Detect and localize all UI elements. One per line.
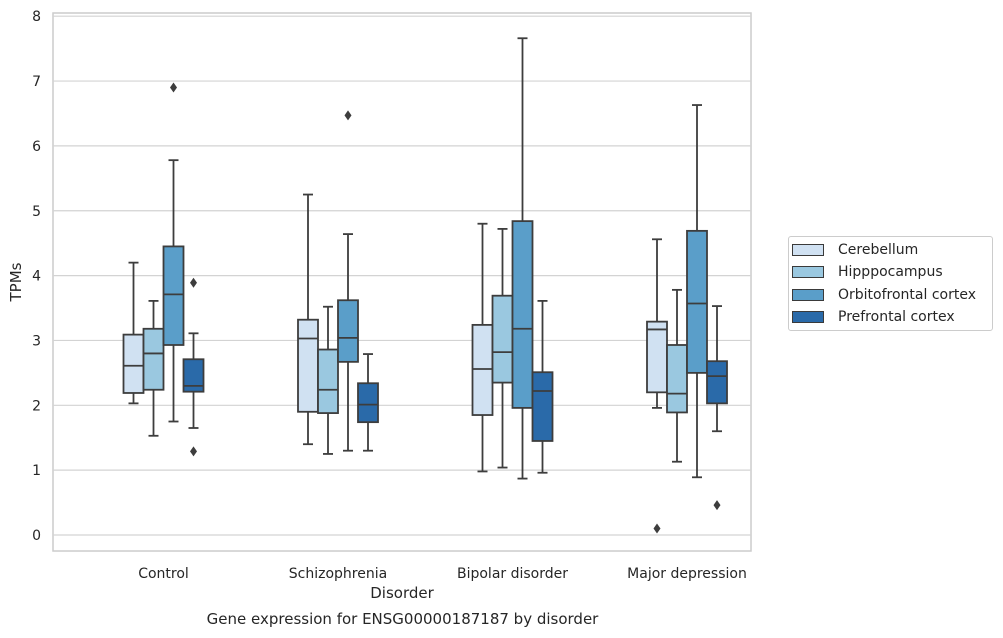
box-iqr (511, 220, 534, 409)
tick-labels: 0 1 2 3 4 5 6 7 8 Control Schizophrenia Bipolar dis… (32, 9, 747, 582)
box-prefrontal-cortex-0 (182, 277, 205, 457)
box-iqr (122, 333, 145, 394)
outlier-point-0 (713, 500, 721, 511)
y-tick-label-4: 4 (32, 269, 41, 285)
box-cerebellum-1 (297, 193, 319, 446)
box-iqr (491, 294, 514, 384)
x-axis-label: Disorder (370, 584, 434, 602)
box-iqr (531, 371, 554, 442)
legend-label-orbitofrontal-cortex: Orbitofrontal cortex (838, 287, 976, 303)
legend-label-hipppocampus: Hipppocampus (838, 264, 943, 280)
box-iqr (337, 299, 359, 363)
legend-item-orbitofrontal-cortex: Orbitofrontal cortex (789, 284, 976, 306)
y-axis-label: TPMs (7, 262, 25, 302)
box-prefrontal-cortex-3 (706, 305, 728, 511)
y-tick-label-5: 5 (32, 204, 41, 220)
y-tick-label-0: 0 (32, 528, 41, 544)
box-iqr (686, 229, 708, 374)
outlier-point-0 (190, 277, 197, 288)
box-hipppocampus-3 (666, 288, 688, 463)
legend-swatch-prefrontal-cortex (792, 311, 824, 323)
legend-item-prefrontal-cortex: Prefrontal cortex (789, 306, 955, 328)
box-prefrontal-cortex-2 (531, 299, 554, 474)
legend-swatch-cerebellum (792, 244, 824, 256)
box-hipppocampus-1 (317, 305, 339, 455)
legend-swatch-orbitofrontal-cortex (792, 289, 824, 301)
legend: Cerebellum Hipppocampus Orbitofrontal co… (788, 236, 993, 331)
legend-swatch-hipppocampus (792, 266, 824, 278)
y-tick-label-7: 7 (32, 74, 41, 90)
box-orbitofrontal-cortex-1 (337, 110, 359, 452)
y-tick-label-8: 8 (32, 9, 41, 25)
box-iqr (357, 382, 379, 424)
box-cerebellum-2 (471, 222, 494, 473)
box-layer (122, 37, 728, 534)
outlier-point-0 (653, 523, 661, 534)
legend-item-hipppocampus: Hipppocampus (789, 261, 943, 283)
box-orbitofrontal-cortex-2 (511, 37, 534, 480)
box-hipppocampus-0 (142, 299, 165, 437)
box-iqr (297, 318, 319, 413)
box-cerebellum-3 (646, 238, 668, 534)
box-iqr (317, 348, 339, 414)
legend-label-cerebellum: Cerebellum (838, 242, 919, 258)
x-tick-label-bipolar-disorder: Bipolar disorder (457, 566, 568, 582)
outlier-point-0 (344, 110, 352, 121)
y-tick-label-2: 2 (32, 398, 41, 414)
outlier-point-0 (170, 82, 177, 93)
box-iqr (666, 344, 688, 414)
box-iqr (471, 323, 494, 416)
x-tick-label-control: Control (138, 566, 189, 582)
box-hipppocampus-2 (491, 228, 514, 469)
x-tick-label-schizophrenia: Schizophrenia (289, 566, 387, 582)
box-iqr (646, 320, 668, 394)
y-tick-label-3: 3 (32, 333, 41, 349)
x-tick-label-major-depression: Major depression (627, 566, 747, 582)
box-orbitofrontal-cortex-3 (686, 104, 708, 479)
y-tick-label-1: 1 (32, 463, 41, 479)
legend-label-prefrontal-cortex: Prefrontal cortex (838, 309, 955, 325)
grid-lines (53, 15, 751, 536)
box-iqr (706, 360, 728, 405)
outlier-point-1 (190, 446, 197, 457)
box-iqr (182, 358, 205, 393)
y-tick-label-6: 6 (32, 139, 41, 155)
box-iqr (142, 327, 165, 391)
legend-item-cerebellum: Cerebellum (789, 239, 918, 261)
box-orbitofrontal-cortex-0 (162, 82, 185, 423)
box-cerebellum-0 (122, 261, 145, 405)
figure-caption: Gene expression for ENSG00000187187 by d… (206, 610, 599, 628)
box-iqr (162, 245, 185, 346)
box-prefrontal-cortex-1 (357, 353, 379, 452)
